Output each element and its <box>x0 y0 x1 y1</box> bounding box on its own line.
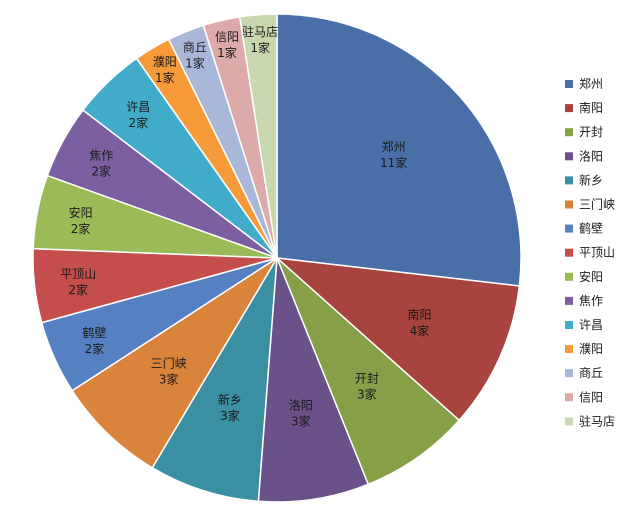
slice-name-label: 许昌 <box>126 100 150 114</box>
legend-swatch <box>565 128 573 137</box>
slice-name-label: 洛阳 <box>289 397 313 412</box>
legend-entry-label: 安阳 <box>579 269 603 284</box>
slice-name-label: 南阳 <box>407 307 431 322</box>
slice-name-label: 三门峡 <box>151 356 187 371</box>
slice-value-label: 2家 <box>85 341 105 356</box>
legend-entry-label: 许昌 <box>579 318 603 332</box>
legend-entry-label: 洛阳 <box>579 148 603 163</box>
slice-value-label: 3家 <box>291 413 311 428</box>
slice-value-label: 1家 <box>155 70 175 85</box>
pie-slice <box>71 257 278 469</box>
pie-slices <box>32 13 522 503</box>
legend-swatch <box>565 393 573 402</box>
legend-swatch <box>565 369 573 378</box>
pie-slice <box>276 257 461 486</box>
legend-swatch <box>565 152 573 161</box>
slice-value-label: 1家 <box>217 45 237 60</box>
legend-swatch <box>565 417 573 426</box>
slice-value-label: 2家 <box>71 221 91 236</box>
legend-entry-label: 开封 <box>579 125 603 139</box>
slice-value-label: 1家 <box>250 40 270 55</box>
legend-entry-label: 焦作 <box>579 294 603 308</box>
slice-name-label: 开封 <box>355 372 379 386</box>
legend-entry-label: 鹤壁 <box>579 221 603 236</box>
legend-entry-label: 南阳 <box>579 100 603 115</box>
slice-name-label: 新乡 <box>218 392 242 407</box>
slice-name-label: 鹤壁 <box>82 325 106 340</box>
legend-swatch <box>565 321 573 329</box>
slice-value-label: 3家 <box>357 387 377 402</box>
slice-name-label: 平顶山 <box>60 267 96 281</box>
legend-entry-label: 郑州 <box>579 76 603 91</box>
legend-swatch <box>565 345 573 354</box>
legend-swatch <box>565 272 573 281</box>
slice-value-label: 11家 <box>380 155 407 170</box>
slice-name-label: 焦作 <box>89 148 113 162</box>
legend-entry-label: 商丘 <box>579 365 603 380</box>
legend-swatch <box>565 296 573 305</box>
slice-value-label: 2家 <box>68 282 88 297</box>
pie-data-labels: 郑州11家南阳4家开封3家洛阳3家新乡3家三门峡3家鹤壁2家平顶山2家安阳2家焦… <box>60 24 431 428</box>
legend-swatch <box>565 200 573 209</box>
pie-slice <box>257 257 370 503</box>
pie-slice <box>276 13 522 287</box>
legend-entry-label: 信阳 <box>579 390 603 404</box>
legend-entry-label: 濮阳 <box>579 341 603 356</box>
pie-slice <box>238 13 278 259</box>
legend-swatch <box>565 176 573 185</box>
legend-entry-label: 驻马店 <box>579 413 615 428</box>
legend-swatch <box>565 224 573 233</box>
slice-name-label: 信阳 <box>215 30 239 44</box>
legend-swatch <box>565 104 573 113</box>
slice-value-label: 3家 <box>220 408 240 423</box>
slice-name-label: 安阳 <box>69 205 93 220</box>
slice-name-label: 郑州 <box>382 139 406 154</box>
slice-value-label: 4家 <box>410 323 430 338</box>
slice-value-label: 3家 <box>159 372 179 387</box>
legend-entry-label: 三门峡 <box>579 197 615 212</box>
slice-value-label: 2家 <box>128 115 148 130</box>
pie-slice <box>151 257 278 503</box>
legend-entry-label: 平顶山 <box>579 246 615 260</box>
legend-swatch <box>565 80 573 88</box>
legend-entry-label: 新乡 <box>579 172 603 187</box>
slice-name-label: 驻马店 <box>242 24 278 39</box>
slice-name-label: 商丘 <box>183 39 207 54</box>
pie-slice <box>274 256 521 422</box>
slice-value-label: 2家 <box>91 163 111 178</box>
slice-name-label: 濮阳 <box>153 54 177 69</box>
slice-value-label: 1家 <box>185 55 205 70</box>
legend-swatch <box>565 248 573 257</box>
